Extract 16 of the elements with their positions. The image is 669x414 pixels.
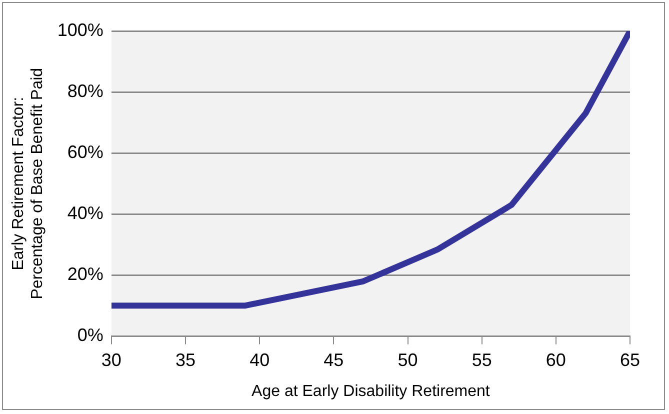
y-tick-label: 40%	[67, 203, 104, 224]
x-tick-label: 50	[398, 350, 418, 370]
x-tick-label: 40	[250, 350, 270, 370]
x-tick-label: 35	[176, 350, 196, 370]
x-tick-label: 30	[101, 350, 122, 370]
y-tick-label: 60%	[67, 142, 104, 162]
y-tick-label: 20%	[67, 264, 104, 284]
x-axis-title: Age at Early Disability Retirement	[252, 382, 490, 400]
y-tick-label: 0%	[77, 325, 104, 346]
x-tick-label: 45	[324, 350, 344, 370]
y-tick-label: 100%	[57, 20, 104, 40]
y-tick-label: 80%	[67, 81, 104, 102]
x-tick-label: 65	[620, 350, 640, 370]
x-tick-label: 60	[546, 350, 566, 370]
x-tick-label: 55	[472, 350, 492, 370]
y-axis-title: Early Retirement Factor: Percentage of Base Benefit Paid	[10, 68, 46, 300]
